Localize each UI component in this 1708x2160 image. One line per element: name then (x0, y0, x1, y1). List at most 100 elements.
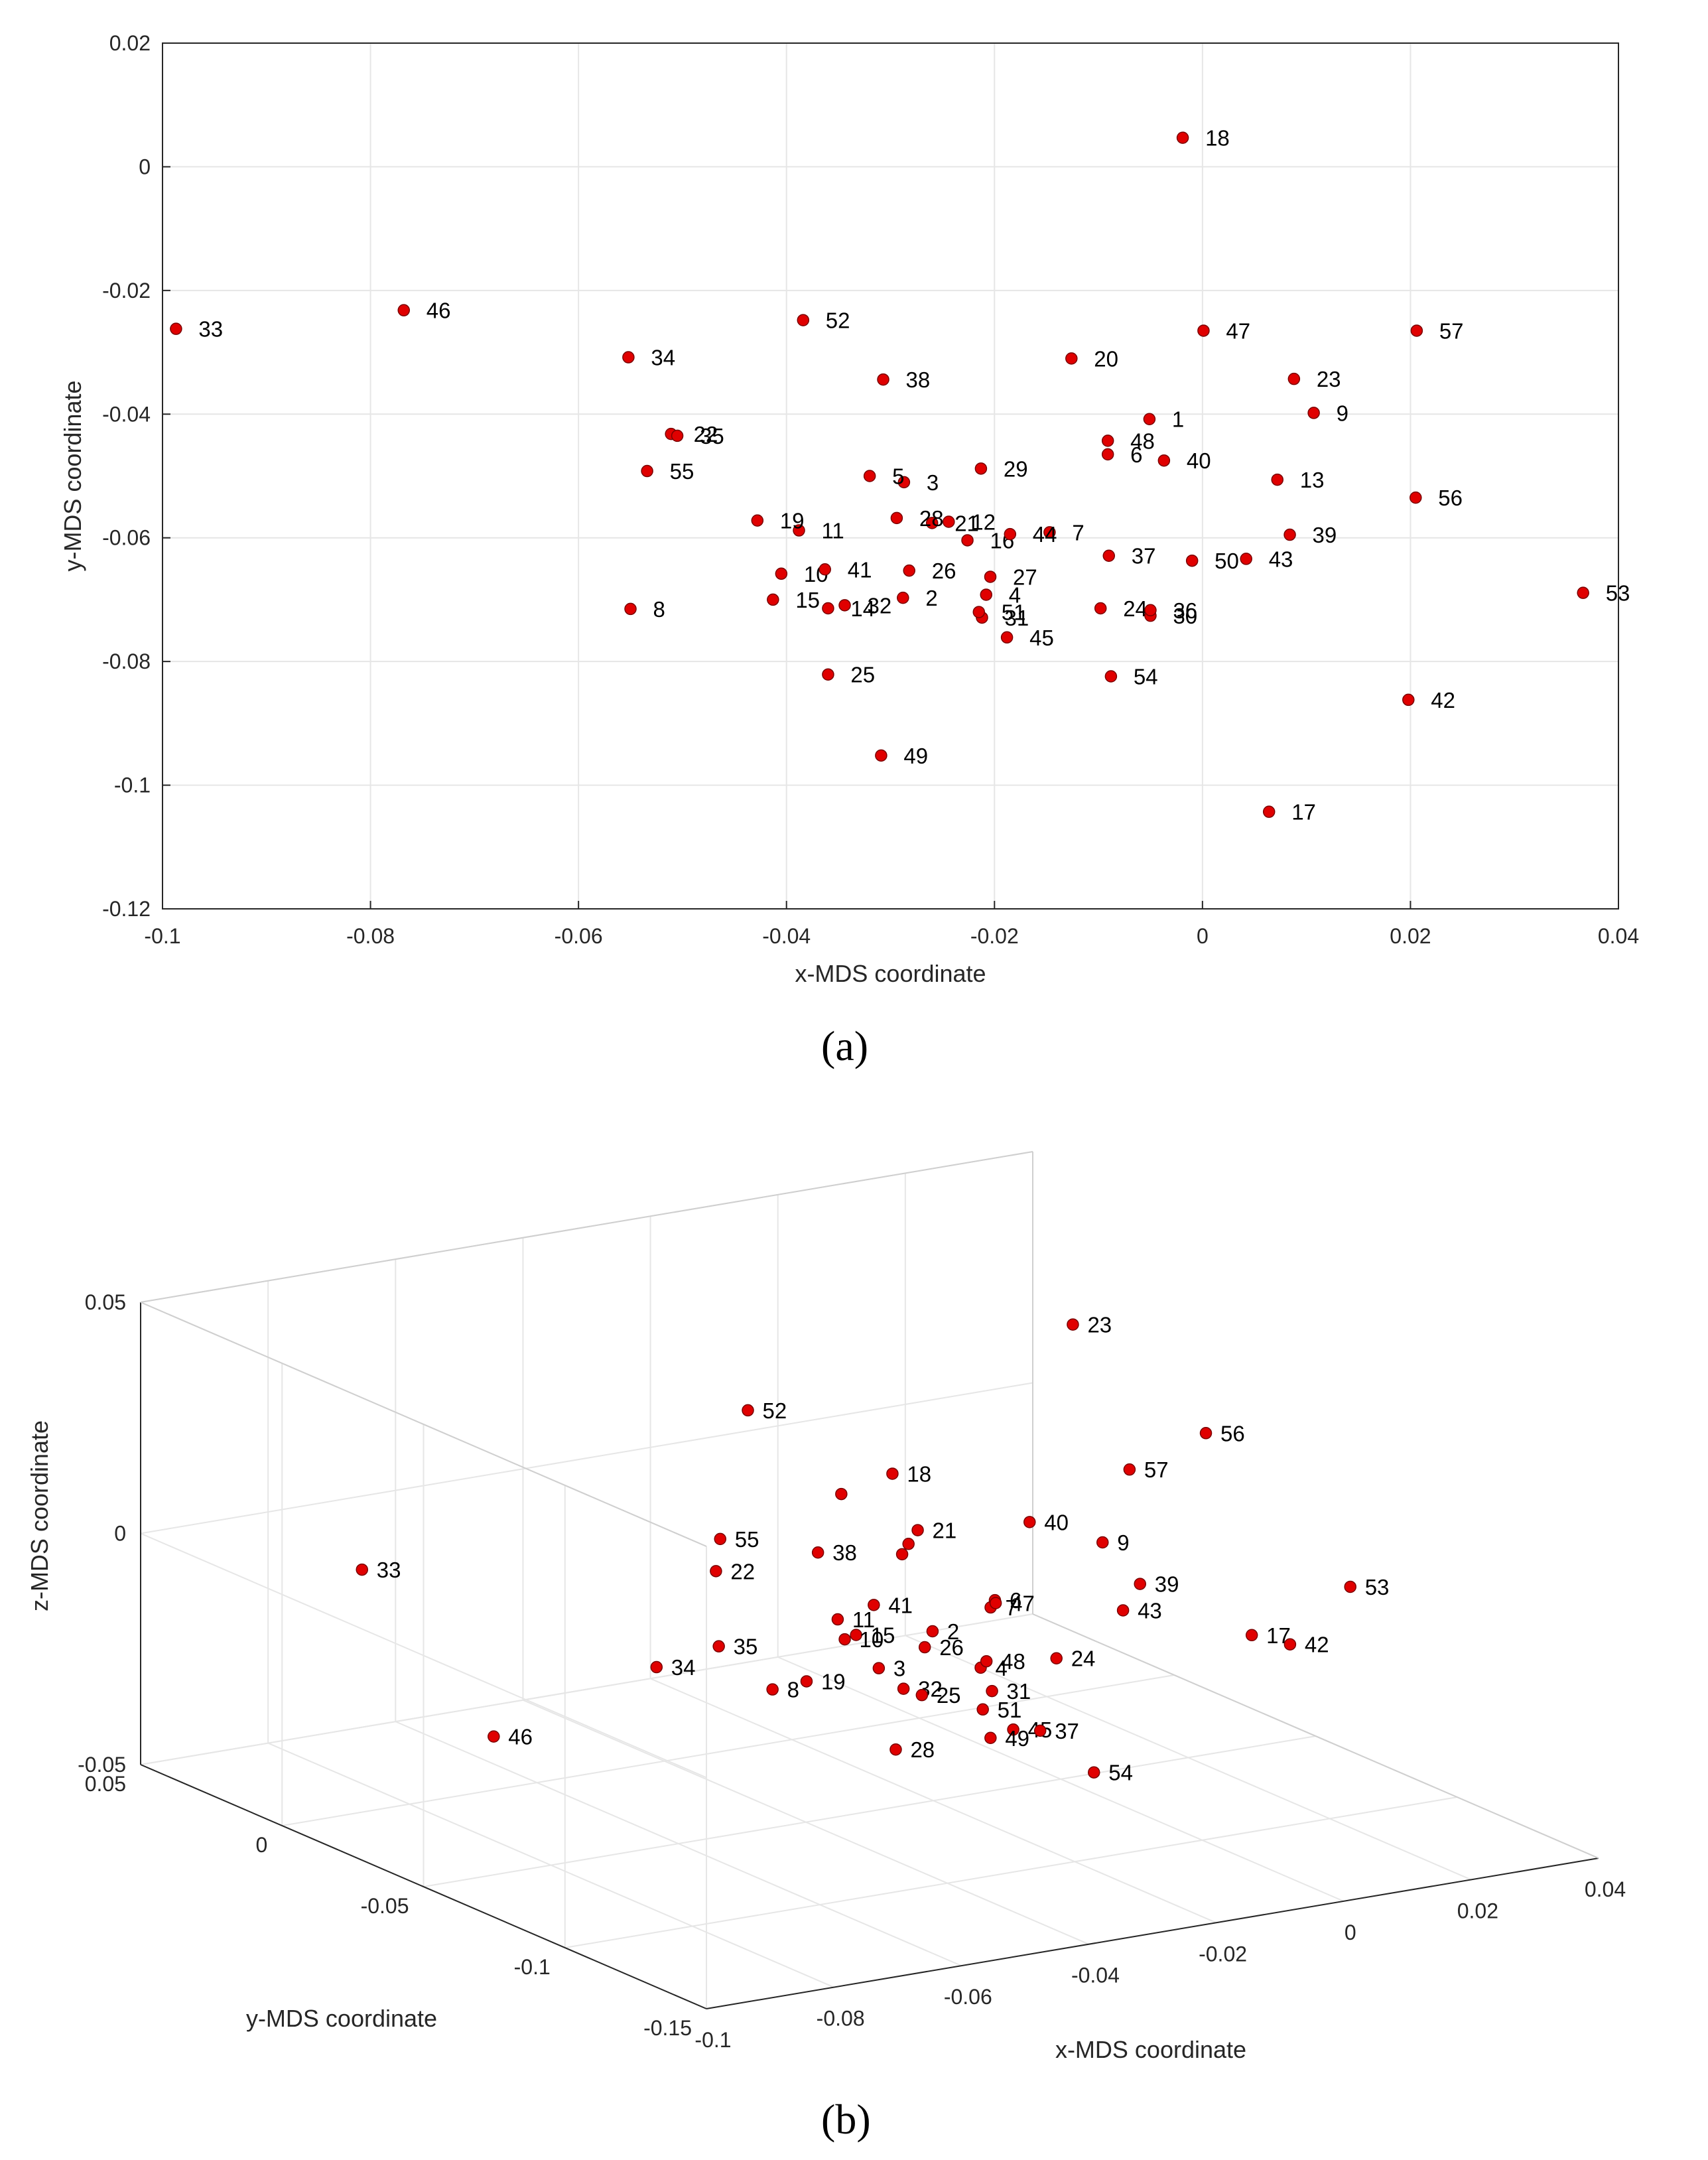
a-point-label-28: 28 (919, 506, 944, 531)
b-point-48 (980, 1654, 993, 1668)
a-point-label-24: 24 (1123, 596, 1148, 621)
a-point-label-33: 33 (198, 317, 223, 342)
b-point-51 (976, 1703, 989, 1716)
a-point-label-17: 17 (1291, 800, 1316, 825)
b-point-43 (1116, 1604, 1130, 1617)
b-point-9 (1096, 1536, 1109, 1549)
b-leftwall-gridline-z (140, 1764, 707, 2009)
b-leftwall-gridline-z (140, 1302, 707, 1547)
b-floor-gridline-y (140, 1613, 1033, 1765)
a-point-label-18: 18 (1205, 126, 1230, 151)
b-z-tick-label: 0 (114, 1522, 126, 1546)
a-point-label-54: 54 (1134, 665, 1158, 689)
b-floor-gridline-x (523, 1699, 1089, 1945)
a-point-label-5: 5 (892, 464, 904, 489)
a-point-13 (1271, 473, 1283, 486)
a-point-label-53: 53 (1606, 581, 1630, 606)
a-point-5 (863, 470, 876, 482)
b-point-label-41: 41 (888, 1593, 913, 1617)
a-x-tick-label: 0.02 (1390, 924, 1431, 948)
a-point-40 (1157, 454, 1171, 467)
panel-b-y-axis-label: y-MDS coordinate (246, 2005, 437, 2032)
a-x-tick-label: -0.08 (346, 924, 395, 948)
b-floor-gridline-y (282, 1674, 1175, 1826)
b-point-39 (1134, 1578, 1146, 1590)
a-point-17 (1262, 805, 1276, 818)
b-point-label-15: 15 (871, 1623, 895, 1648)
a-point-label-44: 44 (1033, 522, 1057, 547)
b-point-2 (926, 1625, 939, 1638)
a-point-32 (838, 599, 851, 612)
b-z-tick-label: 0.05 (85, 1290, 126, 1314)
b-x-tick-label: -0.06 (944, 1985, 992, 2009)
b-point-label-46: 46 (508, 1725, 533, 1749)
b-point-label-17: 17 (1266, 1623, 1291, 1648)
a-point-label-46: 46 (427, 299, 451, 323)
b-backwall-gridline-z (140, 1151, 1033, 1303)
a-y-tick-label: -0.06 (102, 526, 151, 550)
a-point-26 (903, 564, 915, 577)
b-point-53 (1344, 1580, 1356, 1593)
b-point-41 (868, 1599, 880, 1611)
a-point-48 (1101, 435, 1114, 447)
b-floor-gridline-x (1032, 1613, 1599, 1859)
b-point-label-39: 39 (1155, 1572, 1179, 1597)
b-point-label-33: 33 (377, 1558, 401, 1582)
b-point-57 (1123, 1463, 1136, 1476)
b-y-tick-label: -0.05 (361, 1894, 409, 1918)
a-point-52 (797, 314, 810, 326)
a-point-label-25: 25 (850, 663, 875, 687)
b-floor-gridline-y (564, 1796, 1457, 1948)
a-y-tick-label: 0 (139, 155, 151, 178)
b-point-15 (850, 1629, 862, 1641)
b-point-label-40: 40 (1044, 1510, 1069, 1534)
panel-a-x-axis-label: x-MDS coordinate (795, 960, 986, 987)
b-point-33 (356, 1563, 368, 1576)
a-y-tick-label: 0.02 (109, 31, 151, 55)
a-point-7 (1043, 526, 1056, 539)
b-point-45 (1007, 1723, 1019, 1736)
a-point-label-32: 32 (868, 593, 892, 618)
a-point-43 (1240, 553, 1252, 565)
b-point-19 (800, 1675, 813, 1688)
a-point-3 (897, 476, 911, 489)
a-point-label-55: 55 (670, 459, 694, 484)
b-point-label-25: 25 (937, 1683, 961, 1708)
a-point-41 (819, 563, 831, 576)
a-point-label-4: 4 (1009, 582, 1021, 607)
b-floor-right-edge (1032, 1613, 1599, 1859)
b-y-tick-label: -0.1 (514, 1955, 551, 1979)
caption-a: (a) (821, 1022, 869, 1069)
a-point-label-57: 57 (1439, 318, 1464, 343)
a-x-tick-label: 0 (1197, 924, 1209, 948)
a-point-label-38: 38 (906, 368, 931, 392)
a-point-label-29: 29 (1004, 456, 1028, 481)
b-top-back-edge (140, 1151, 1033, 1303)
b-point-label-54: 54 (1108, 1761, 1133, 1785)
a-point-23 (1287, 372, 1301, 385)
a-point-label-22: 22 (694, 422, 718, 446)
b-point-11 (831, 1613, 844, 1626)
a-point-label-8: 8 (653, 597, 665, 622)
a-point-label-30: 30 (1173, 604, 1197, 628)
a-point-label-13: 13 (1300, 468, 1325, 492)
panel-a-y-axis-label: y-MDS coordinate (59, 380, 86, 571)
a-y-tick-label: -0.02 (102, 279, 151, 303)
a-point-label-6: 6 (1130, 442, 1142, 467)
panel-b-axes-frame (140, 1151, 1599, 2009)
a-point-51 (972, 606, 986, 618)
a-point-53 (1577, 586, 1589, 599)
a-point-54 (1104, 670, 1118, 683)
a-point-label-20: 20 (1094, 346, 1118, 371)
b-point-label-21: 21 (933, 1519, 957, 1543)
b-point-25 (915, 1688, 929, 1702)
a-point-label-49: 49 (903, 744, 928, 768)
a-point-47 (1197, 324, 1210, 337)
b-backwall-gridline-z (140, 1613, 1033, 1765)
a-point-label-27: 27 (1013, 565, 1037, 589)
b-point-56 (1199, 1427, 1213, 1440)
a-point-label-48: 48 (1130, 429, 1155, 453)
a-point-label-15: 15 (795, 588, 820, 612)
b-floor-gridline-x (650, 1678, 1216, 1924)
a-point-28 (890, 511, 903, 525)
